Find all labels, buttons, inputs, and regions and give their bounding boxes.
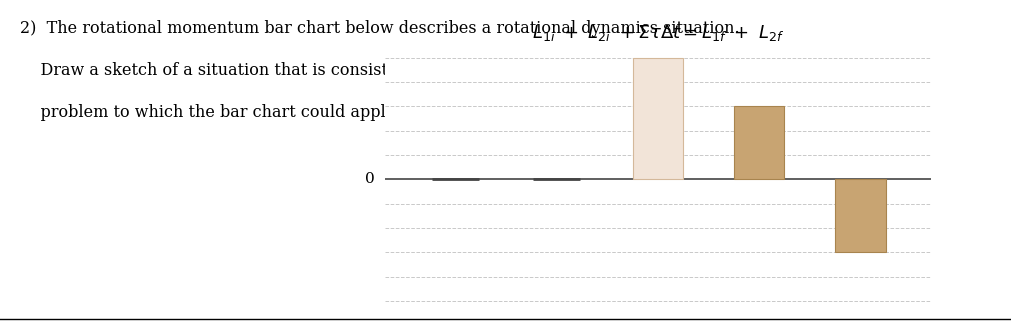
Text: $L_{1i}\ +\ L_{2i}\ +\Sigma\tau\Delta t = L_{1f}\ +\ L_{2f}$: $L_{1i}\ +\ L_{2i}\ +\Sigma\tau\Delta t … (531, 23, 784, 43)
Text: problem to which the bar chart could apply.: problem to which the bar chart could app… (20, 104, 397, 121)
Text: 0: 0 (364, 172, 374, 186)
Bar (834, 179, 885, 252)
Bar (632, 58, 682, 179)
Text: 2)  The rotational momentum bar chart below describes a rotational dynamics situ: 2) The rotational momentum bar chart bel… (20, 20, 739, 37)
Bar (733, 106, 784, 179)
Text: Draw a sketch of a situation that is consistent with the equation and write a wo: Draw a sketch of a situation that is con… (20, 62, 707, 79)
